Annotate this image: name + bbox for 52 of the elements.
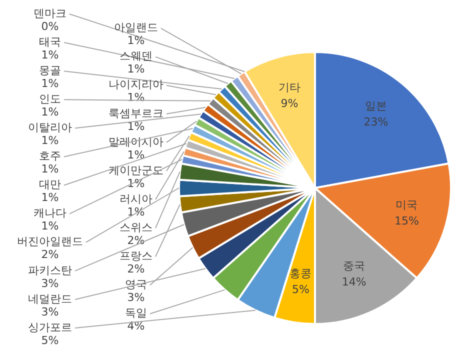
data-label: 1%	[127, 62, 145, 76]
category-label: 덴마크	[34, 6, 66, 20]
data-label: 1%	[127, 34, 145, 48]
slice-label: 홍콩	[290, 266, 312, 280]
slice-label: 미국	[396, 198, 418, 212]
data-label: 1%	[41, 76, 59, 90]
slice-label: 아일랜드	[114, 21, 158, 34]
data-label: 14%	[342, 276, 366, 289]
data-label: 5%	[292, 282, 310, 296]
slice-label: 룩셈부르크	[108, 106, 164, 120]
slice-label: 프랑스	[120, 249, 152, 262]
data-label: 1%	[41, 105, 59, 118]
slice-label: 중국	[343, 260, 366, 273]
slice-label: 몽골	[39, 64, 61, 77]
text: 0%	[41, 20, 59, 33]
slice-label: 독일	[125, 306, 147, 320]
data-label: 23%	[364, 116, 388, 129]
data-label: 1%	[127, 120, 145, 133]
data-label: 3%	[41, 305, 59, 318]
data-label: 1%	[41, 220, 59, 233]
slice-label: 이탈리아	[28, 121, 72, 134]
slice-label: 일본	[364, 100, 387, 113]
slice-label: 케이만군도	[108, 164, 164, 177]
data-label: 2%	[127, 262, 145, 276]
slice-label: 캐나다	[34, 206, 66, 220]
data-label: 1%	[127, 205, 145, 218]
slice-label: 버진아일랜드	[17, 235, 83, 248]
data-label: 5%	[41, 334, 59, 347]
slice-label: 네덜란드	[28, 292, 72, 306]
data-label: 1%	[41, 162, 59, 176]
data-label: 1%	[41, 191, 59, 204]
slice-label: 파키스탄	[28, 264, 72, 277]
slice-label: 스웨덴	[120, 50, 152, 63]
data-label: 15%	[394, 214, 419, 228]
slice-label: 싱가포르	[28, 320, 72, 334]
data-label: 2%	[127, 234, 145, 247]
data-label: 1%	[127, 176, 145, 190]
data-label: 3%	[127, 291, 145, 304]
data-label: 1%	[41, 48, 59, 62]
slice-label: 러시아	[120, 192, 152, 206]
data-label: 1%	[127, 148, 145, 162]
slice-label: 인도	[39, 92, 61, 106]
slice-label: 나이지리아	[108, 78, 164, 92]
slice-label: 호주	[39, 150, 61, 163]
slice-label: 대만	[39, 178, 61, 192]
data-label: 2%	[41, 248, 59, 262]
data-label: 3%	[41, 276, 59, 290]
data-label: 1%	[41, 134, 59, 148]
slice-label: 태국	[39, 35, 61, 48]
slice-label: 기타	[278, 81, 300, 94]
data-label: 9%	[280, 97, 298, 110]
slice-label: 스위스	[120, 220, 152, 234]
